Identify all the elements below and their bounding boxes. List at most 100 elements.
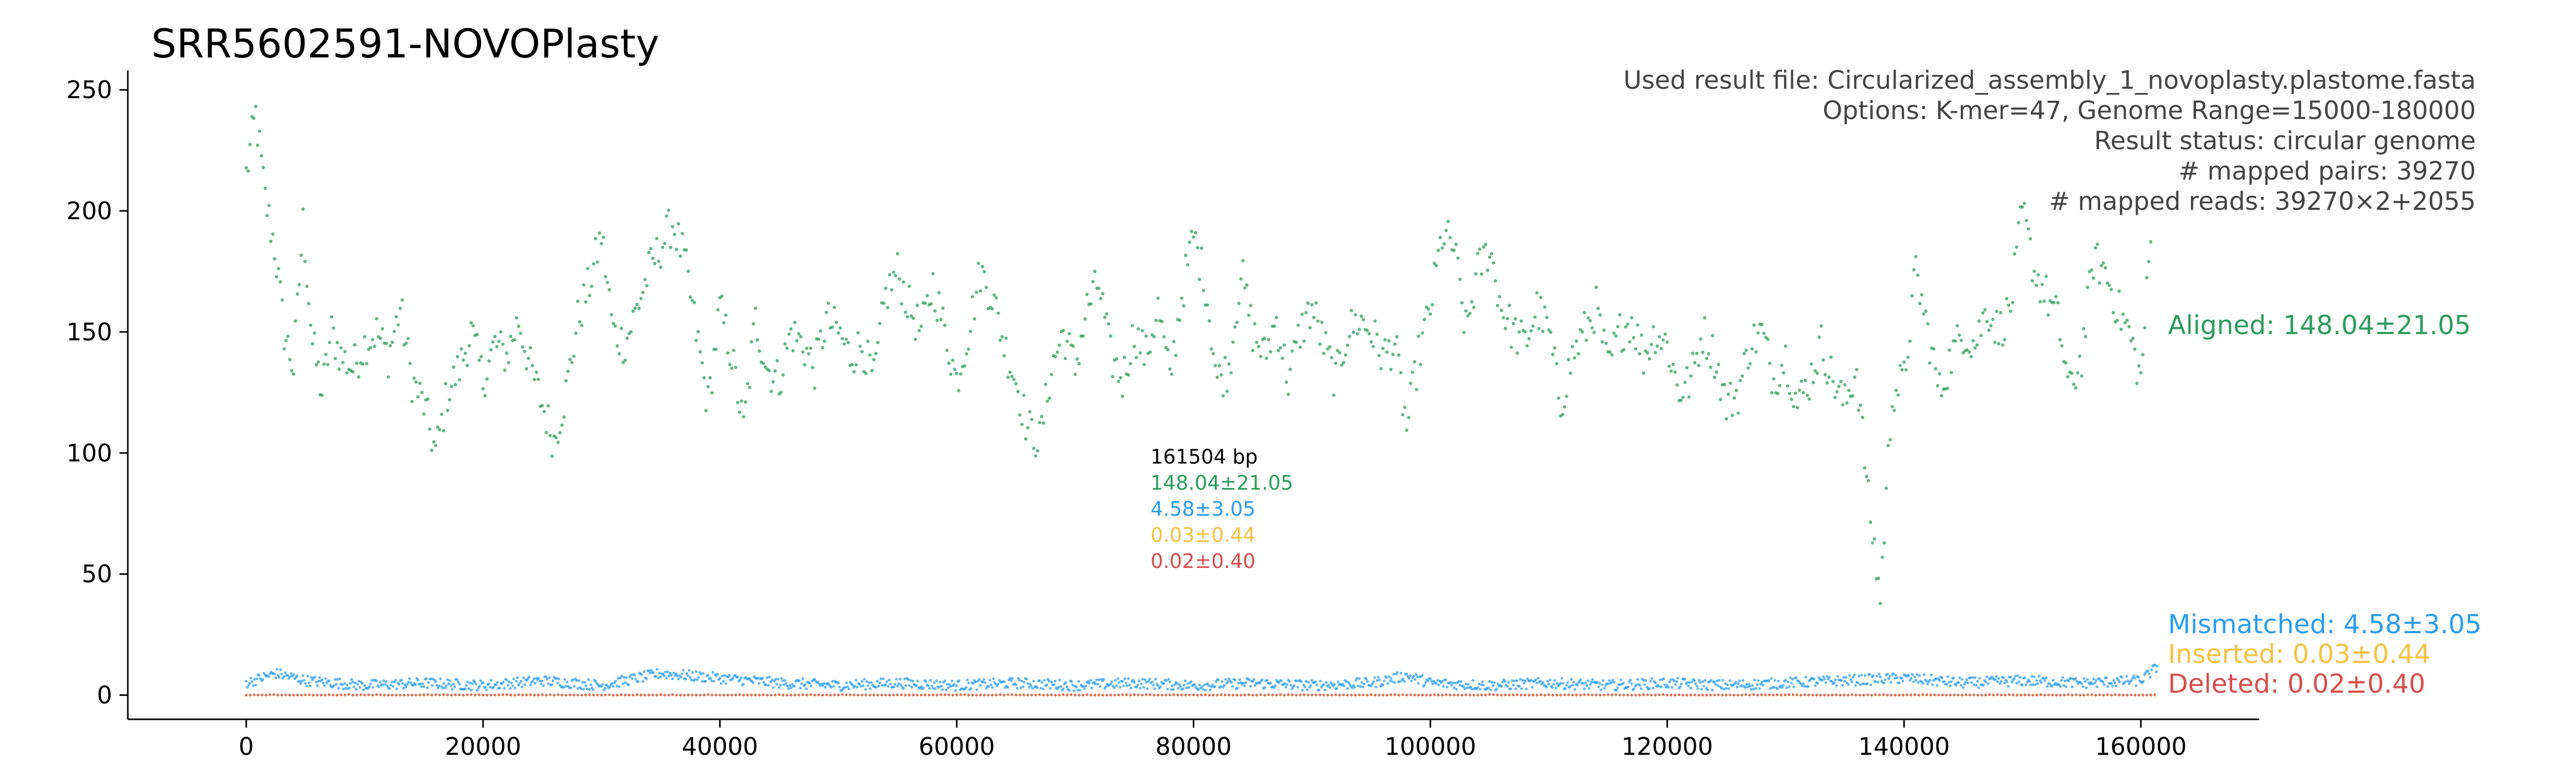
data-point xyxy=(619,326,623,330)
data-point xyxy=(286,674,290,677)
data-point xyxy=(1930,673,1933,677)
data-point xyxy=(420,685,423,688)
data-point xyxy=(1279,693,1282,696)
data-point xyxy=(1456,694,1459,697)
data-point xyxy=(440,412,444,416)
data-point xyxy=(997,683,1000,686)
data-point xyxy=(1560,677,1563,680)
data-point xyxy=(394,679,397,682)
data-point xyxy=(1185,686,1188,690)
data-point xyxy=(2060,344,2064,348)
data-point xyxy=(1756,693,1759,696)
data-point xyxy=(407,681,410,684)
data-point xyxy=(1843,680,1847,683)
data-point xyxy=(665,214,668,218)
data-point xyxy=(267,204,271,207)
data-point xyxy=(1913,675,1916,679)
data-point xyxy=(307,681,310,684)
data-point xyxy=(1890,405,1894,409)
data-point xyxy=(1302,693,1305,696)
data-point xyxy=(1786,384,1790,388)
data-point xyxy=(1873,537,1876,541)
data-point xyxy=(1450,684,1453,687)
data-point xyxy=(1273,686,1276,689)
data-point xyxy=(1242,682,1245,685)
data-point xyxy=(1389,677,1393,680)
data-point xyxy=(1840,679,1843,682)
data-point xyxy=(315,363,318,367)
data-point xyxy=(569,686,572,690)
data-point xyxy=(378,681,382,684)
data-point xyxy=(973,317,976,321)
data-point xyxy=(518,682,521,685)
data-point xyxy=(1850,680,1853,683)
data-point xyxy=(808,682,811,685)
data-point xyxy=(2064,361,2068,365)
data-point xyxy=(1909,694,1912,697)
data-point xyxy=(687,694,690,697)
data-point xyxy=(1180,694,1183,697)
data-point xyxy=(1975,684,1978,687)
data-point xyxy=(1691,351,1695,355)
data-point xyxy=(373,345,376,348)
data-point xyxy=(465,363,469,367)
data-point xyxy=(602,235,605,239)
data-point xyxy=(1248,678,1251,681)
data-point xyxy=(643,694,646,697)
data-point xyxy=(1774,679,1777,682)
data-point xyxy=(584,684,588,687)
data-point xyxy=(1815,371,1819,375)
data-point xyxy=(1298,346,1302,349)
data-point xyxy=(1007,693,1010,696)
data-point xyxy=(1389,693,1393,696)
data-point xyxy=(955,694,958,697)
data-point xyxy=(694,670,698,673)
data-point xyxy=(2114,684,2117,687)
data-point xyxy=(884,694,887,697)
data-point xyxy=(317,680,320,683)
data-point xyxy=(1440,246,1444,250)
data-point xyxy=(2015,682,2018,685)
data-point xyxy=(1600,340,1604,343)
data-point xyxy=(418,382,422,385)
data-point xyxy=(388,687,391,690)
data-point xyxy=(584,693,588,696)
data-point xyxy=(271,232,274,236)
data-point xyxy=(1729,679,1732,682)
data-point xyxy=(774,678,777,681)
data-point xyxy=(1611,679,1614,682)
data-point xyxy=(1700,687,1703,691)
data-point xyxy=(1018,679,1021,682)
data-point xyxy=(1501,681,1504,684)
data-point xyxy=(1713,681,1716,684)
data-point xyxy=(277,267,280,270)
data-point xyxy=(1320,321,1324,324)
data-point xyxy=(402,693,406,697)
data-point xyxy=(995,296,998,300)
data-point xyxy=(966,679,969,682)
data-point xyxy=(1694,682,1697,685)
info-line-mapped-reads: # mapped reads: 39270×2+2055 xyxy=(2049,187,2476,216)
data-point xyxy=(793,685,796,688)
data-point xyxy=(904,694,907,697)
data-point xyxy=(1833,396,1837,399)
data-point xyxy=(1196,694,1199,697)
data-point xyxy=(1630,316,1634,320)
data-point xyxy=(406,694,410,697)
data-point xyxy=(813,693,816,696)
data-point xyxy=(1934,677,1937,680)
data-point xyxy=(2000,693,2003,696)
data-point xyxy=(2147,259,2151,264)
data-point xyxy=(1429,694,1432,697)
data-point xyxy=(639,694,642,697)
data-point xyxy=(1546,680,1549,683)
data-point xyxy=(728,673,731,677)
data-point xyxy=(1115,357,1119,361)
data-point xyxy=(1579,693,1582,697)
data-point xyxy=(553,694,556,697)
data-point xyxy=(1949,684,1952,687)
data-point xyxy=(600,694,603,697)
data-point xyxy=(1038,421,1041,424)
data-point xyxy=(2134,677,2137,680)
data-point xyxy=(2078,354,2081,358)
